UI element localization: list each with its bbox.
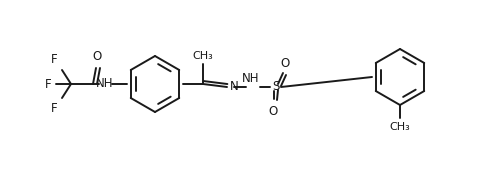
Text: NH: NH [242, 72, 260, 85]
Text: F: F [50, 102, 57, 115]
Text: O: O [93, 50, 101, 63]
Text: F: F [50, 53, 57, 66]
Text: O: O [268, 105, 278, 118]
Text: NH: NH [96, 77, 113, 89]
Text: F: F [45, 78, 51, 90]
Text: CH₃: CH₃ [390, 122, 410, 132]
Text: N: N [230, 79, 239, 93]
Text: S: S [272, 79, 280, 93]
Text: O: O [280, 57, 290, 70]
Text: CH₃: CH₃ [193, 51, 213, 61]
